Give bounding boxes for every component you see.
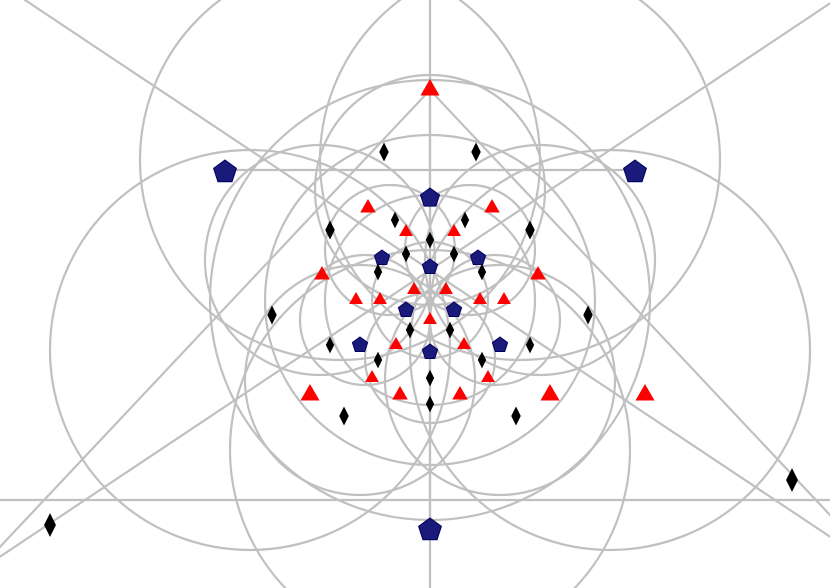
symmetry-diagram <box>0 0 830 588</box>
